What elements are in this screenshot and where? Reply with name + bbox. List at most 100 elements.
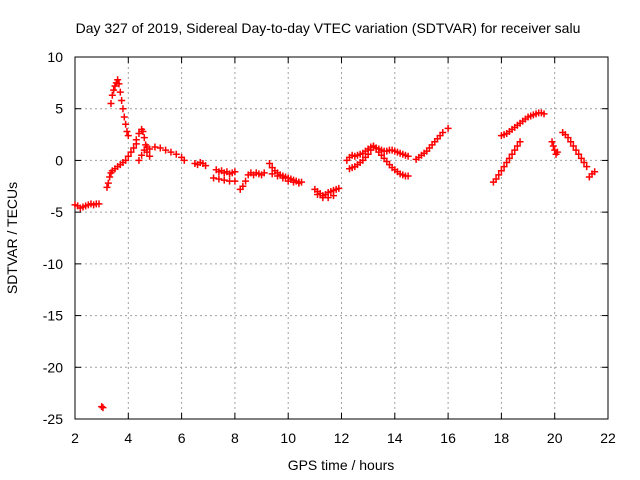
x-tick-label: 14 [387,430,403,446]
data-point [567,138,575,146]
y-tick-label: 10 [47,49,63,65]
data-point [210,174,218,182]
data-point [548,138,556,146]
x-tick-label: 6 [178,430,186,446]
data-point [135,130,143,138]
data-point [444,124,452,132]
data-point [107,100,115,108]
data-point [122,120,130,128]
data-point [123,127,131,135]
data-point [139,127,147,135]
data-point [103,183,111,191]
data-point [108,91,116,99]
data-point [580,158,588,166]
data-point [124,152,132,160]
data-point [239,182,247,190]
data-point [439,129,447,137]
data-point [231,177,239,185]
data-point [495,171,503,179]
data-point [575,150,583,158]
data-point [513,142,521,150]
x-tick-label: 10 [280,430,296,446]
data-point [140,134,148,142]
data-point [314,191,322,199]
data-point [167,148,175,156]
y-tick-label: -5 [51,204,64,220]
data-point [268,170,276,178]
data-point [106,173,114,181]
data-point [324,194,332,202]
data-point [135,156,143,164]
data-point [404,172,412,180]
data-point [500,163,508,171]
data-point [132,136,140,144]
data-point [180,156,188,164]
x-tick-label: 22 [600,430,616,446]
data-point [231,168,239,176]
data-point [202,162,210,170]
data-point [569,142,577,150]
data-point [138,151,146,159]
data-points [71,76,599,412]
data-point [215,175,223,183]
data-point [372,144,380,152]
x-tick-label: 8 [231,430,239,446]
data-point [98,403,106,411]
axis-ticks [74,56,609,420]
data-point [564,134,572,142]
y-tick-labels: 10 5 0 -5 -10 -15 -20 -25 [43,49,63,427]
data-point [274,172,282,180]
data-point [540,110,548,118]
x-tick-label: 18 [494,430,510,446]
data-point [162,146,170,154]
data-point [127,148,135,156]
data-point [553,148,561,156]
x-tick-label: 12 [334,430,350,446]
y-tick-label: -10 [43,256,63,272]
data-point [508,150,516,158]
data-point [119,105,127,113]
data-point [367,146,375,154]
data-point [577,154,585,162]
x-tick-label: 20 [547,430,563,446]
data-point [266,160,274,168]
data-point [511,146,519,154]
data-point [364,150,372,158]
data-point [295,179,303,187]
data-point [503,158,511,166]
data-point [146,145,154,153]
data-point [572,146,580,154]
data-point [104,179,112,187]
grid-lines [75,57,608,419]
data-point [99,404,107,412]
chart-title: Day 327 of 2019, Sidereal Day-to-day VTE… [76,20,581,36]
x-axis-label: GPS time / hours [288,457,395,473]
x-tick-label: 4 [124,430,132,446]
data-point [516,138,524,146]
y-tick-label: 0 [55,152,63,168]
data-point [260,169,268,177]
data-point [549,142,557,150]
y-axis-label: SDTVAR / TECUs [4,182,20,294]
x-tick-labels: 2 4 6 8 10 12 14 16 18 20 22 [71,430,616,446]
data-point [95,200,103,208]
data-point [279,174,287,182]
data-point [118,96,126,104]
x-tick-label: 2 [71,430,79,446]
y-tick-label: -20 [43,359,63,375]
data-point [110,86,118,94]
data-point [505,154,513,162]
data-point [335,184,343,192]
data-point [242,177,250,185]
data-point [146,152,154,160]
data-point [115,80,123,88]
data-point [156,144,164,152]
data-point [591,168,599,176]
data-point [172,150,180,158]
y-tick-label: -25 [43,411,63,427]
data-point [492,175,500,183]
data-point [330,192,338,200]
data-point [111,82,119,90]
data-point [120,113,128,121]
